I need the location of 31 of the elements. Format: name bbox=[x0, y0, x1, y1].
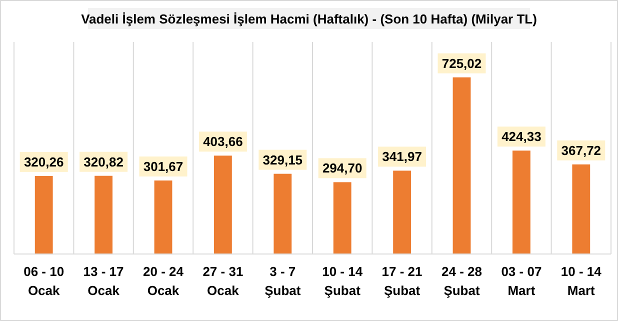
bar bbox=[94, 176, 113, 254]
data-label: 725,02 bbox=[442, 56, 482, 71]
x-tick-label: 03 - 07 Mart bbox=[501, 264, 542, 298]
bar bbox=[274, 174, 292, 254]
bar bbox=[452, 77, 471, 254]
chart-title: Vadeli İşlem Sözleşmesi İşlem Hacmi (Haftalık) - (Son 10 Hafta) (Milyar TL) bbox=[81, 12, 537, 26]
x-tick-label: 10 - 14 Mart bbox=[560, 264, 602, 298]
x-tick-label: 3 - 7 Şubat bbox=[264, 264, 302, 298]
data-label: 294,70 bbox=[322, 160, 362, 176]
data-label: 403,66 bbox=[203, 134, 243, 150]
data-label: 329,15 bbox=[262, 152, 303, 168]
bar bbox=[572, 164, 590, 254]
data-label: 367,72 bbox=[561, 142, 602, 158]
bar bbox=[333, 182, 352, 254]
bar bbox=[512, 150, 530, 254]
bar bbox=[154, 180, 172, 254]
bar bbox=[393, 170, 412, 254]
bar bbox=[34, 176, 53, 254]
data-label: 320,26 bbox=[24, 154, 64, 170]
x-tick-label: 06 - 10 Ocak bbox=[24, 264, 64, 298]
data-label: 301,67 bbox=[143, 158, 184, 174]
x-tick-label: 13 - 17 Ocak bbox=[83, 264, 124, 298]
x-tick-label: 27 - 31 Ocak bbox=[202, 264, 244, 298]
x-tick-label: 24 - 28 Şubat bbox=[442, 264, 482, 298]
bar bbox=[214, 156, 232, 254]
x-tick-label: 17 - 21 Şubat bbox=[382, 264, 422, 298]
x-tick-label: 20 - 24 Ocak bbox=[143, 264, 184, 298]
x-tick-label: 10 - 14 Şubat bbox=[322, 264, 364, 298]
data-label: 424,33 bbox=[502, 129, 542, 144]
data-label: 341,97 bbox=[382, 149, 422, 164]
data-label: 320,82 bbox=[84, 154, 124, 170]
